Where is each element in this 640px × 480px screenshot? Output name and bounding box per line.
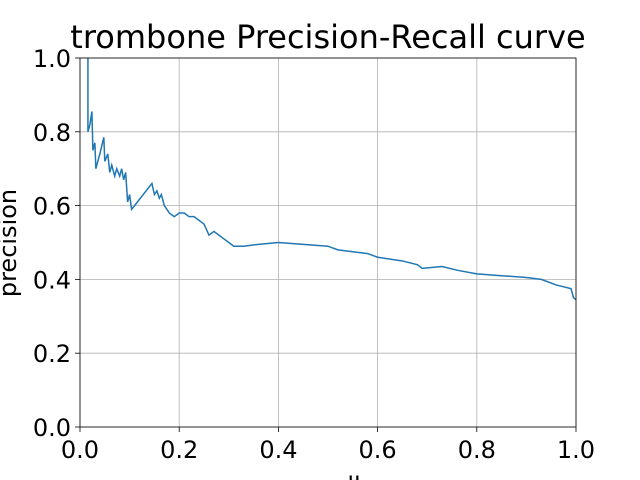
y-tick-label: 0.2 [33, 340, 71, 368]
y-tick-label: 0.4 [33, 266, 71, 294]
y-tick-label: 0.6 [33, 193, 71, 221]
chart-title: trombone Precision-Recall curve [70, 18, 585, 56]
x-tick-label: 1.0 [557, 436, 595, 464]
y-tick-label: 0.0 [33, 414, 71, 442]
line [87, 58, 577, 301]
y-tick-label: 1.0 [33, 45, 71, 73]
x-tick-label: 0.6 [359, 436, 397, 464]
x-tick-label: 0.8 [458, 436, 496, 464]
x-axis-label: recall [295, 472, 360, 480]
x-tick-label: 0.0 [61, 436, 99, 464]
y-axis-label: precision [0, 189, 22, 297]
x-tick-label: 0.4 [259, 436, 297, 464]
y-tick-label: 0.8 [33, 119, 71, 147]
x-tick-label: 0.2 [160, 436, 198, 464]
plot-frame [79, 57, 577, 428]
